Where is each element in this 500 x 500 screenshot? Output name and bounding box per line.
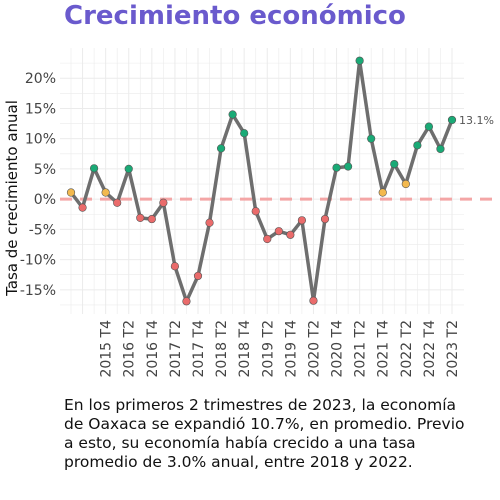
x-axis-ticks: 2015 T4 2016 T2 2016 T4 2017 T2 2017 T4 2018 … — [99, 320, 461, 378]
x-tick-label: 2022 T4 — [422, 320, 438, 378]
y-tick-label: 5% — [34, 162, 56, 178]
x-tick-label: 2016 T2 — [122, 320, 138, 378]
data-point — [147, 214, 156, 224]
line-chart: -15%-10%-5%0%5%10%15%20% 2015 T4 2016 T2 2… — [3, 48, 500, 378]
x-tick-label: 2022 T2 — [399, 320, 415, 378]
x-tick-label: 2021 T4 — [376, 320, 392, 378]
x-tick-label: 2018 T4 — [237, 320, 253, 378]
y-tick-label: 20% — [25, 71, 56, 87]
y-axis-ticks: -15% -10% -5% 0% 5% 10% 15% 20% — [20, 71, 56, 299]
data-point — [413, 141, 422, 150]
data-point — [113, 198, 122, 207]
data-point — [159, 198, 168, 207]
x-tick-label: 2021 T2 — [353, 320, 369, 378]
x-tick-label: 2019 T4 — [283, 320, 299, 378]
data-point — [216, 144, 226, 153]
chart-caption: En los primeros 2 trimestres de 2023, la… — [64, 396, 465, 471]
data-point — [297, 216, 307, 225]
y-tick-label: -15% — [20, 283, 56, 299]
x-tick-label: 2020 T2 — [306, 320, 322, 378]
data-point — [205, 218, 214, 227]
y-tick-label: 0% — [34, 192, 56, 208]
data-point — [355, 56, 364, 65]
data-point — [320, 214, 330, 224]
end-value-label: 13.1% — [459, 114, 494, 127]
data-point — [193, 271, 203, 281]
grid-lines — [60, 48, 464, 314]
data-point — [228, 110, 237, 119]
data-point — [309, 296, 318, 305]
data-point — [170, 262, 180, 271]
data-point — [78, 203, 87, 212]
x-tick-label: 2020 T4 — [330, 320, 346, 378]
data-point — [89, 164, 99, 173]
data-point — [401, 179, 410, 189]
data-point — [332, 163, 341, 172]
data-point — [66, 188, 76, 197]
chart-title: Crecimiento económico — [64, 1, 406, 31]
x-tick-label: 2015 T4 — [99, 320, 115, 378]
data-point — [424, 122, 434, 131]
x-tick-label: 2017 T2 — [168, 320, 184, 378]
x-tick-label: 2019 T2 — [260, 320, 276, 378]
y-tick-label: 15% — [25, 101, 56, 117]
data-point — [274, 227, 283, 236]
data-point — [390, 159, 399, 169]
x-tick-label: 2023 T2 — [445, 320, 461, 378]
y-axis-title: Tasa de crecimiento anual — [3, 100, 21, 297]
y-tick-label: 10% — [25, 132, 56, 148]
data-point — [101, 188, 110, 197]
data-point — [343, 162, 353, 171]
series-line — [69, 58, 454, 304]
x-tick-label: 2017 T4 — [191, 320, 207, 378]
data-point — [124, 164, 133, 174]
data-point — [263, 234, 272, 244]
y-tick-label: -5% — [29, 222, 56, 238]
data-point — [378, 188, 387, 197]
data-point — [436, 144, 445, 154]
data-points — [66, 56, 457, 306]
data-point — [367, 134, 376, 143]
data-point — [182, 297, 191, 306]
x-tick-label: 2018 T2 — [214, 320, 230, 378]
y-tick-label: -10% — [20, 253, 56, 269]
data-point — [251, 207, 260, 216]
data-point — [447, 115, 457, 125]
data-point — [286, 230, 295, 239]
data-point — [136, 213, 145, 222]
data-point — [240, 129, 249, 138]
x-tick-label: 2016 T4 — [145, 320, 161, 378]
growth-line — [69, 58, 454, 304]
